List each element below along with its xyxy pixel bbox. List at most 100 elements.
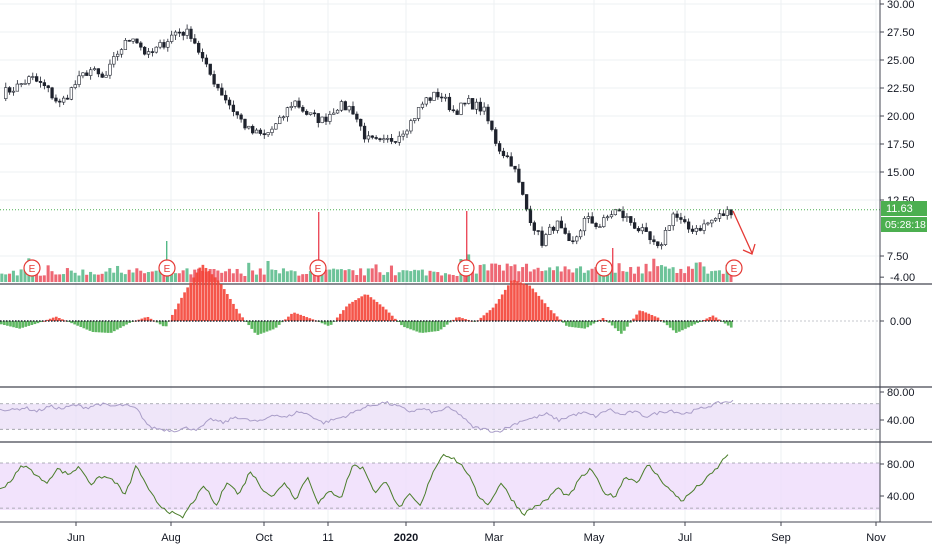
oscillator-bar bbox=[720, 321, 724, 322]
volume-bar bbox=[262, 274, 266, 282]
oscillator-bar bbox=[24, 321, 28, 327]
volume-bar bbox=[582, 272, 586, 282]
oscillator-bar bbox=[320, 321, 324, 324]
candle-body bbox=[405, 130, 409, 135]
candle-body bbox=[582, 217, 587, 232]
oscillator-bar bbox=[73, 321, 76, 325]
candle-body bbox=[23, 83, 27, 85]
oscillator-bar bbox=[226, 294, 229, 321]
candle-body bbox=[540, 230, 544, 246]
oscillator-bar bbox=[497, 299, 501, 321]
volume-bar bbox=[305, 273, 309, 282]
oscillator-bar bbox=[85, 321, 89, 330]
candle-body bbox=[683, 219, 687, 223]
oscillator-bar bbox=[674, 321, 678, 333]
volume-bars bbox=[0, 211, 733, 282]
oscillator-bar bbox=[445, 321, 449, 325]
volume-bar bbox=[154, 270, 158, 282]
price-tick-label: 17.50 bbox=[887, 139, 915, 151]
candle-body bbox=[143, 46, 147, 55]
volume-bar bbox=[54, 274, 58, 282]
candle-body bbox=[27, 76, 31, 84]
oscillator-bar bbox=[265, 321, 269, 332]
rsi-line bbox=[0, 399, 734, 433]
oscillator-bar bbox=[253, 321, 257, 333]
candle-body bbox=[15, 83, 20, 92]
oscillator-bar bbox=[543, 303, 547, 321]
oscillator-bar bbox=[494, 303, 498, 321]
volume-bar bbox=[432, 271, 436, 282]
oscillator-bar bbox=[400, 321, 403, 326]
oscillator-bar bbox=[537, 295, 541, 321]
candle-body bbox=[513, 165, 517, 170]
price-tick-label: 30.00 bbox=[887, 0, 915, 11]
candle-body bbox=[590, 216, 594, 224]
oscillator-bar bbox=[638, 310, 641, 321]
volume-bar bbox=[509, 266, 513, 282]
stochastic-band bbox=[0, 463, 880, 510]
oscillator-bar bbox=[201, 264, 205, 321]
oscillator-bar bbox=[299, 314, 302, 321]
oscillator-bar bbox=[366, 294, 370, 321]
oscillator-bar bbox=[717, 319, 721, 321]
volume-bar bbox=[42, 275, 46, 282]
candle-body bbox=[197, 42, 201, 53]
candle-body bbox=[127, 40, 131, 42]
volume-bar bbox=[293, 271, 297, 282]
candle-body bbox=[544, 234, 548, 246]
candle-body bbox=[551, 226, 556, 231]
volume-bar bbox=[351, 270, 355, 282]
oscillator-bar bbox=[549, 310, 553, 321]
oscillator-bar bbox=[464, 319, 467, 321]
oscillator-bar bbox=[705, 318, 709, 321]
oscillator-bar bbox=[204, 267, 208, 321]
volume-bar bbox=[185, 268, 189, 282]
volume-bar bbox=[413, 269, 417, 282]
rsi-tick-label: 80.00 bbox=[887, 387, 915, 399]
candle-body bbox=[316, 113, 320, 123]
volume-bar bbox=[146, 272, 150, 282]
oscillator-histogram bbox=[0, 264, 880, 335]
volume-bar bbox=[181, 270, 185, 282]
price-tick-label: 27.50 bbox=[887, 27, 915, 39]
earnings-marker bbox=[725, 259, 743, 277]
time-tick-label: Sep bbox=[771, 532, 791, 544]
oscillator-bar bbox=[79, 321, 83, 327]
candle-body bbox=[185, 28, 189, 36]
volume-bar bbox=[281, 268, 285, 282]
candle-body bbox=[281, 116, 286, 119]
candle-body bbox=[605, 216, 610, 219]
volume-bar bbox=[216, 270, 220, 282]
volume-bar bbox=[451, 274, 455, 282]
volume-bar bbox=[131, 272, 135, 282]
volume-bar bbox=[139, 270, 143, 282]
oscillator-bar bbox=[271, 321, 275, 330]
volume-bar bbox=[85, 274, 89, 282]
oscillator-bar bbox=[619, 321, 623, 334]
candle-body bbox=[424, 97, 428, 105]
oscillator-bar bbox=[565, 321, 568, 326]
candle-body bbox=[594, 222, 598, 227]
oscillator-bar bbox=[711, 315, 715, 321]
volume-bar bbox=[46, 265, 50, 282]
candle-body bbox=[351, 106, 355, 115]
oscillator-bar bbox=[726, 321, 730, 326]
oscillator-bar bbox=[687, 321, 690, 328]
volume-bar bbox=[524, 263, 529, 282]
volume-bar bbox=[370, 268, 374, 282]
oscillator-bar bbox=[76, 321, 80, 326]
earnings-marker-label: E bbox=[601, 264, 608, 275]
volume-bar bbox=[621, 271, 625, 282]
volume-bar bbox=[227, 268, 231, 282]
time-tick-label: May bbox=[584, 532, 605, 544]
oscillator-bar bbox=[250, 321, 254, 329]
candle-body bbox=[613, 209, 617, 216]
volume-bar bbox=[567, 269, 571, 282]
oscillator-bar bbox=[54, 316, 58, 321]
candle-body bbox=[505, 155, 509, 158]
candle-body bbox=[289, 106, 293, 109]
oscillator-bar bbox=[140, 318, 144, 321]
volume-bar bbox=[8, 273, 12, 282]
oscillator-bar bbox=[714, 317, 718, 321]
